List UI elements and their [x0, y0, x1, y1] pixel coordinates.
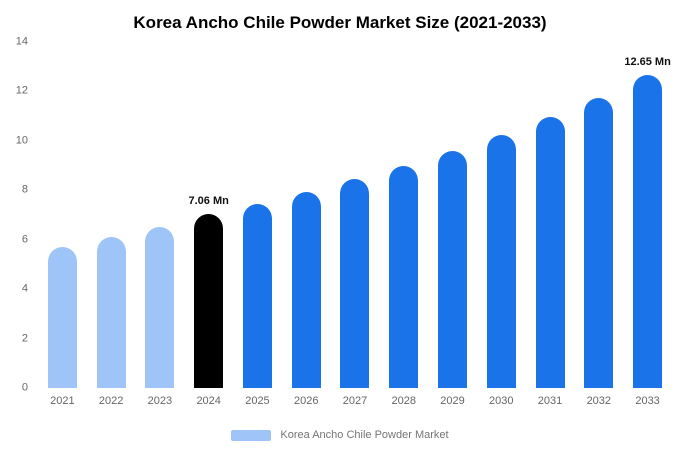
- y-tick-label: 2: [21, 332, 28, 345]
- bar-2031: [535, 117, 565, 388]
- x-tick-label: 2027: [342, 395, 368, 407]
- bar-2023: [145, 227, 175, 388]
- x-tick-label: 2030: [489, 395, 514, 407]
- x-tick-label: 2021: [50, 395, 75, 407]
- bar-2030: [486, 134, 516, 388]
- chart-title: Korea Ancho Chile Powder Market Size (20…: [133, 13, 547, 32]
- bar-slot: [526, 42, 575, 388]
- bar-slot: [87, 42, 136, 388]
- legend-label: Korea Ancho Chile Powder Market: [280, 429, 449, 441]
- y-tick-label: 0: [21, 381, 28, 394]
- bar-slot: [282, 42, 331, 388]
- legend: Korea Ancho Chile Powder Market: [0, 429, 680, 441]
- x-tick-label: 2029: [440, 395, 465, 407]
- x-tick-label: 2026: [293, 395, 319, 407]
- bar-slot: [136, 42, 185, 388]
- x-tick-label: 2024: [196, 395, 221, 407]
- bar-2022: [96, 237, 126, 388]
- bar-slot: [477, 42, 526, 388]
- bar-2024: [194, 213, 224, 388]
- bar-slot: [233, 42, 282, 388]
- bar-value-label: 12.65 Mn: [624, 56, 671, 69]
- legend-swatch: [231, 429, 272, 441]
- bar-value-label: 7.06 Mn: [188, 194, 229, 207]
- y-tick-label: 10: [15, 134, 28, 147]
- bar-2029: [438, 150, 467, 388]
- bar-2027: [340, 179, 370, 388]
- x-tick-label: 2028: [391, 395, 416, 407]
- bar-slot: 7.06 Mn: [184, 42, 233, 388]
- y-tick-label: 8: [21, 183, 28, 196]
- bar-slot: [379, 42, 428, 388]
- x-tick-label: 2032: [586, 395, 612, 407]
- bar-slot: [574, 42, 623, 388]
- x-tick-label: 2022: [98, 395, 124, 407]
- plot-area: 7.06 Mn 12.65 Mn: [38, 42, 672, 388]
- bar-slot: [331, 42, 380, 388]
- bar-2021: [47, 247, 77, 388]
- x-tick-label: 2031: [537, 395, 563, 407]
- y-axis: 0 2 4 6 8 10 12 14: [10, 36, 30, 393]
- bar-slot: [38, 42, 87, 388]
- bar-2028: [389, 165, 419, 388]
- bar-2025: [242, 203, 272, 388]
- bar-slot: [428, 42, 477, 388]
- bar-2032: [584, 97, 614, 388]
- x-axis: 2021 2022 2023 2024 2025 2026 2027 2028 2029 2030…: [38, 395, 672, 407]
- bar-slot: 12.65 Mn: [623, 42, 672, 388]
- x-tick-label: 2033: [635, 395, 660, 407]
- y-tick-label: 12: [15, 84, 28, 97]
- bar-2033: [633, 75, 663, 388]
- y-tick-label: 6: [21, 233, 28, 246]
- chart-area: 0 2 4 6 8 10 12 14 7.06 Mn 12.65 Mn 2021 2022 2023…: [10, 36, 672, 407]
- y-tick-label: 14: [15, 35, 28, 48]
- y-tick-label: 4: [21, 282, 28, 295]
- x-tick-label: 2025: [245, 395, 270, 407]
- x-tick-label: 2023: [147, 395, 173, 407]
- bar-2026: [291, 191, 321, 388]
